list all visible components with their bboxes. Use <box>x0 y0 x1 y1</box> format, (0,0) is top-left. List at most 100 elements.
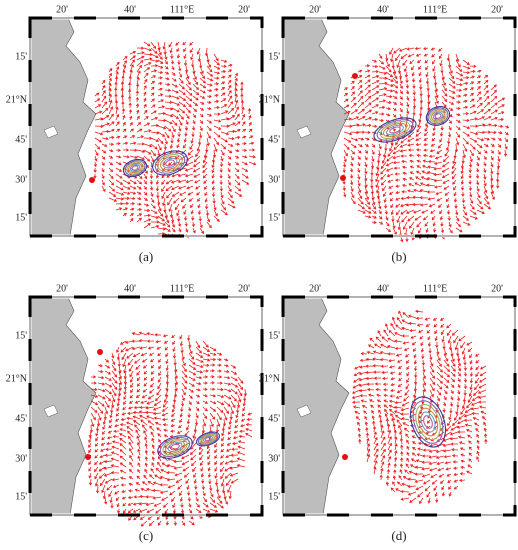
eddy-contour <box>162 438 188 456</box>
eddy-contour <box>195 431 221 447</box>
eddy-contour <box>159 155 181 171</box>
island <box>296 125 312 139</box>
island <box>296 404 312 418</box>
eddy-contour <box>417 407 439 437</box>
map-panel: 20' 40' 111°E 20' 15' 21°N 45' 30' 15' (c) <box>6 283 264 543</box>
eddy-contour <box>202 435 214 443</box>
eddy-contour <box>131 165 139 171</box>
panel-caption: (b) <box>391 249 406 264</box>
panel-caption: (a) <box>139 249 153 264</box>
y-tick-label: 15' <box>15 51 27 62</box>
eddy-contour <box>415 403 441 441</box>
eddy-contour <box>124 160 146 176</box>
velocity-vectors <box>93 41 257 239</box>
eddy-contour <box>429 108 447 124</box>
eddy-contour <box>170 443 180 451</box>
x-tick-label: 20' <box>491 4 503 15</box>
x-tick-label: 20' <box>238 4 250 15</box>
eddy-contour <box>386 124 404 136</box>
y-tick-label: 45' <box>268 413 280 424</box>
eddy-contour <box>425 106 451 126</box>
y-tick-label: 21°N <box>6 94 27 105</box>
y-tick-label: 21°N <box>259 373 280 384</box>
eddy-contour <box>432 111 444 121</box>
y-tick-label: 21°N <box>259 94 280 105</box>
land <box>282 17 350 237</box>
panel-caption: (d) <box>391 528 406 543</box>
y-tick-label: 15' <box>268 491 280 502</box>
x-tick-label: 20' <box>56 4 68 15</box>
velocity-vectors <box>342 46 510 243</box>
x-tick-label: 40' <box>124 4 136 15</box>
y-tick-label: 15' <box>268 51 280 62</box>
eddy-contour <box>431 110 445 122</box>
y-tick-label: 30' <box>268 174 280 185</box>
eddy-contour <box>427 107 449 125</box>
eddy-contour <box>159 436 191 458</box>
y-tick-label: 30' <box>15 174 27 185</box>
x-tick-label: 40' <box>124 283 136 294</box>
station-marker <box>342 454 348 460</box>
x-tick-label: 40' <box>377 283 389 294</box>
x-tick-label: 111°E <box>423 4 447 15</box>
eddy-contour <box>412 400 444 444</box>
eddy-contour <box>379 121 411 139</box>
land <box>29 296 97 516</box>
y-tick-label: 15' <box>268 212 280 223</box>
y-tick-label: 45' <box>15 134 27 145</box>
frame-outline <box>282 296 516 516</box>
station-marker <box>85 454 91 460</box>
eddy-contour <box>201 434 215 444</box>
x-tick-label: 20' <box>309 4 321 15</box>
eddy-contour <box>420 411 436 433</box>
eddy-contour <box>128 162 142 174</box>
eddy-contour <box>164 440 186 454</box>
eddy-contour <box>409 396 447 448</box>
eddy-contour <box>382 122 408 138</box>
station-marker <box>89 177 95 183</box>
eddy-contour <box>162 157 178 169</box>
x-tick-label: 20' <box>238 283 250 294</box>
frame-outline <box>282 17 516 237</box>
eddy-contour <box>199 433 217 445</box>
station-marker <box>340 175 346 181</box>
eddy-contour <box>154 152 186 174</box>
y-tick-label: 15' <box>268 330 280 341</box>
x-tick-label: 20' <box>491 283 503 294</box>
island <box>43 125 59 139</box>
x-tick-label: 40' <box>377 4 389 15</box>
y-tick-label: 30' <box>15 453 27 464</box>
y-tick-label: 15' <box>15 212 27 223</box>
y-tick-label: 30' <box>268 453 280 464</box>
y-tick-label: 15' <box>15 491 27 502</box>
x-tick-label: 20' <box>56 283 68 294</box>
land <box>282 296 350 516</box>
y-tick-label: 45' <box>15 413 27 424</box>
eddy-contour <box>129 164 141 172</box>
y-tick-label: 15' <box>15 330 27 341</box>
x-tick-label: 20' <box>309 283 321 294</box>
eddy-contour <box>126 161 144 175</box>
eddy-contour <box>152 150 188 176</box>
x-tick-label: 111°E <box>170 283 194 294</box>
x-tick-label: 111°E <box>170 4 194 15</box>
frame-outline <box>29 296 263 516</box>
y-tick-label: 45' <box>268 134 280 145</box>
eddy-contour <box>423 415 433 429</box>
panel-caption: (c) <box>139 528 153 543</box>
eddy-contour <box>389 126 401 134</box>
station-marker <box>352 73 358 79</box>
x-tick-label: 111°E <box>423 283 447 294</box>
eddy-contour <box>165 159 175 167</box>
map-panel: 20' 40' 111°E 20' 15' 21°N 45' 30' 15' (b) <box>259 4 517 264</box>
eddy-contour <box>373 117 417 143</box>
map-panel: 20' 40' 111°E 20' 15' 21°N 45' 30' 15' (a) <box>6 4 264 264</box>
island <box>43 404 59 418</box>
velocity-vectors <box>351 309 488 505</box>
eddy-contour <box>167 441 183 453</box>
frame-outline <box>29 17 263 237</box>
y-tick-label: 21°N <box>6 373 27 384</box>
eddy-contour <box>376 119 414 141</box>
eddy-contour <box>204 436 212 442</box>
